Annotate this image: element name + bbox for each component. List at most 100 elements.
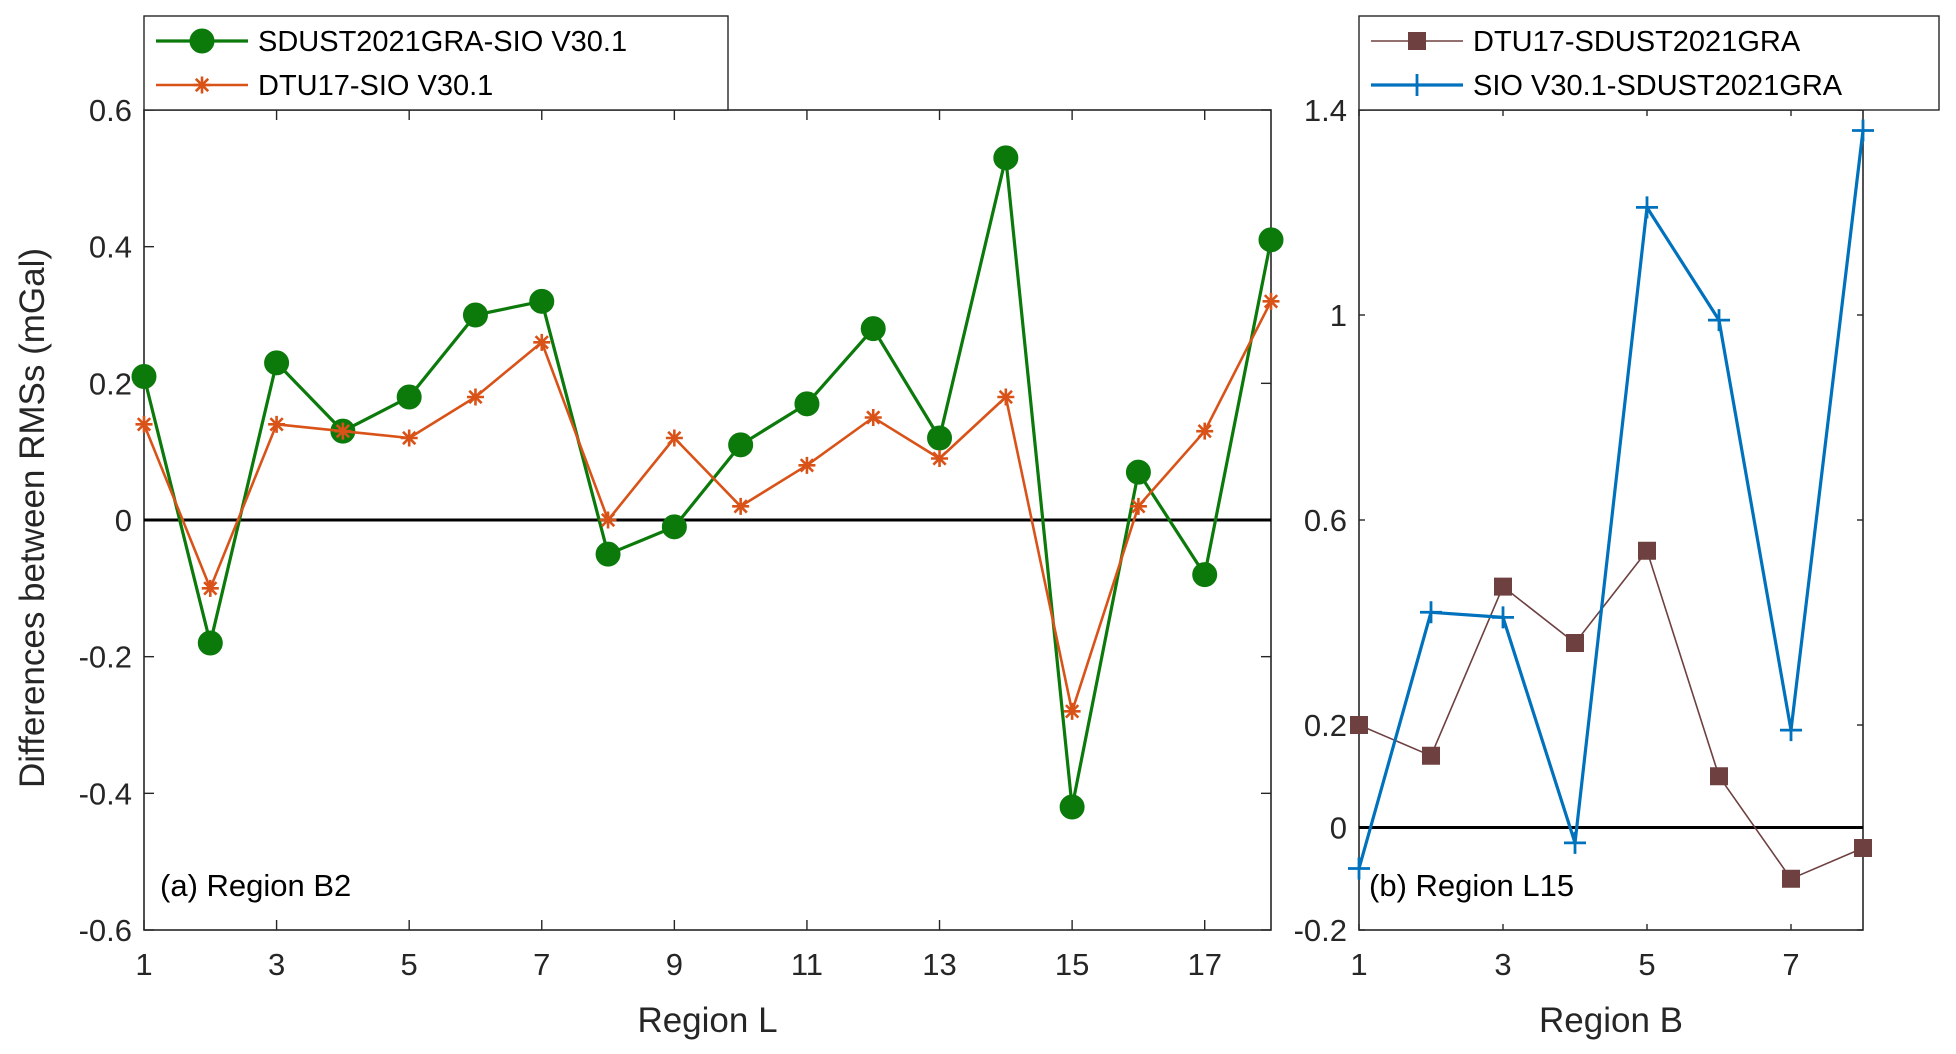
- legend-box: [1358, 15, 1940, 111]
- data-point: [997, 388, 1015, 406]
- legend-label: SDUST2021GRA-SIO V30.1: [258, 26, 627, 58]
- y-tick-label: 0.4: [89, 230, 132, 265]
- data-point: [1710, 767, 1728, 786]
- x-axis-label: Region B: [1539, 1001, 1683, 1040]
- y-tick-label: -0.2: [1294, 913, 1347, 948]
- data-point: [1782, 869, 1800, 888]
- y-tick-label: 0.6: [89, 93, 132, 128]
- data-point: [665, 429, 683, 447]
- data-point: [732, 497, 750, 515]
- series-line: [1358, 549, 1864, 880]
- data-point: [135, 415, 153, 433]
- x-axis-label: Region L: [637, 1001, 777, 1040]
- x-tick-label: 5: [1638, 947, 1655, 982]
- x-tick-label: 13: [922, 947, 956, 982]
- x-tick-label: 15: [1055, 947, 1089, 982]
- y-tick-label: 0: [1330, 811, 1347, 846]
- x-tick-label: 17: [1187, 947, 1221, 982]
- data-point: [529, 288, 555, 314]
- panel-a-region-b2: 1 3 5 7 9 11 13 15 17-0.6-0.4-0.200.20.40.6Regio…: [79, 15, 1284, 1040]
- y-axis-label: Differences between RMSs (mGal): [13, 248, 52, 788]
- data-point: [860, 316, 886, 342]
- data-point: [1422, 746, 1440, 765]
- data-point: [927, 425, 953, 451]
- legend-label: DTU17-SIO V30.1: [258, 70, 493, 102]
- data-point: [1564, 831, 1586, 854]
- data-point: [1129, 497, 1147, 515]
- data-point: [466, 388, 484, 406]
- data-point: [728, 432, 754, 458]
- data-point: [1420, 601, 1442, 624]
- series-line: [1357, 130, 1865, 869]
- data-point: [1708, 309, 1730, 332]
- y-tick-label: -0.4: [79, 776, 132, 811]
- series-0: [131, 145, 1284, 820]
- y-tick-label: 1.4: [1304, 93, 1347, 128]
- data-point: [794, 391, 820, 417]
- data-point: [798, 456, 816, 474]
- data-point: [197, 630, 223, 656]
- legend: SDUST2021GRA-SIO V30.1 DTU17-SIO V30.1: [143, 15, 729, 111]
- data-point: [396, 384, 422, 410]
- x-tick-label: 7: [1782, 947, 1799, 982]
- x-tick-label: 5: [401, 947, 418, 982]
- panel-annotation: (b) Region L15: [1369, 868, 1574, 903]
- data-point: [400, 429, 418, 447]
- x-tick-label: 3: [268, 947, 285, 982]
- data-point: [661, 514, 687, 540]
- y-tick-label: 0.2: [1304, 708, 1347, 743]
- legend: DTU17-SDUST2021GRA SIO V30.1-SDUST2021GRA: [1358, 15, 1940, 111]
- data-point: [334, 422, 352, 440]
- series-1: [1348, 119, 1874, 880]
- legend-marker: [1408, 32, 1426, 50]
- x-tick-label: 11: [791, 947, 823, 982]
- data-point: [264, 350, 290, 376]
- legend-marker: [1406, 74, 1428, 96]
- data-point: [1852, 119, 1874, 142]
- legend-label: DTU17-SDUST2021GRA: [1473, 26, 1801, 58]
- data-point: [993, 145, 1019, 171]
- data-point: [1258, 227, 1284, 253]
- legend-marker: [189, 28, 215, 54]
- legend-label: SIO V30.1-SDUST2021GRA: [1473, 70, 1843, 102]
- data-point: [1638, 541, 1656, 560]
- data-point: [595, 541, 621, 567]
- y-tick-label: 0.6: [1304, 503, 1347, 538]
- data-point: [1780, 719, 1802, 742]
- x-tick-label: 7: [533, 947, 550, 982]
- data-point: [864, 409, 882, 426]
- data-point: [1192, 562, 1218, 588]
- data-point: [1492, 606, 1514, 629]
- y-tick-label: -0.2: [79, 640, 132, 675]
- series-line: [142, 156, 1273, 809]
- data-point: [1063, 702, 1081, 720]
- series-line: [142, 300, 1273, 713]
- data-point: [462, 302, 488, 328]
- data-point: [201, 579, 219, 597]
- x-tick-label: 3: [1494, 947, 1511, 982]
- data-point: [1350, 716, 1368, 734]
- x-tick-label: 9: [666, 947, 683, 982]
- data-point: [1059, 794, 1085, 820]
- data-point: [1348, 857, 1370, 880]
- data-point: [131, 364, 157, 389]
- data-point: [1566, 634, 1584, 652]
- data-point: [599, 511, 617, 529]
- x-tick-label: 1: [1350, 947, 1367, 982]
- y-tick-label: 1: [1330, 298, 1347, 333]
- panel-b-region-l15: 1 3 5 7 -0.2 0 0.2 0.6 1 1.4 Region B (b) Region L1…: [1294, 15, 1940, 1040]
- panel-annotation: (a) Region B2: [160, 868, 351, 903]
- data-point: [1494, 577, 1512, 596]
- series-0: [1350, 541, 1872, 888]
- data-point: [1636, 196, 1658, 219]
- legend-marker: [193, 76, 211, 94]
- data-point: [1262, 292, 1280, 310]
- data-point: [1196, 422, 1214, 440]
- data-point: [533, 333, 551, 351]
- x-tick-label: 1: [135, 947, 152, 982]
- series-1: [135, 292, 1280, 720]
- y-tick-label: -0.6: [79, 913, 132, 948]
- data-point: [1125, 459, 1151, 485]
- y-tick-label: 0.2: [89, 366, 132, 401]
